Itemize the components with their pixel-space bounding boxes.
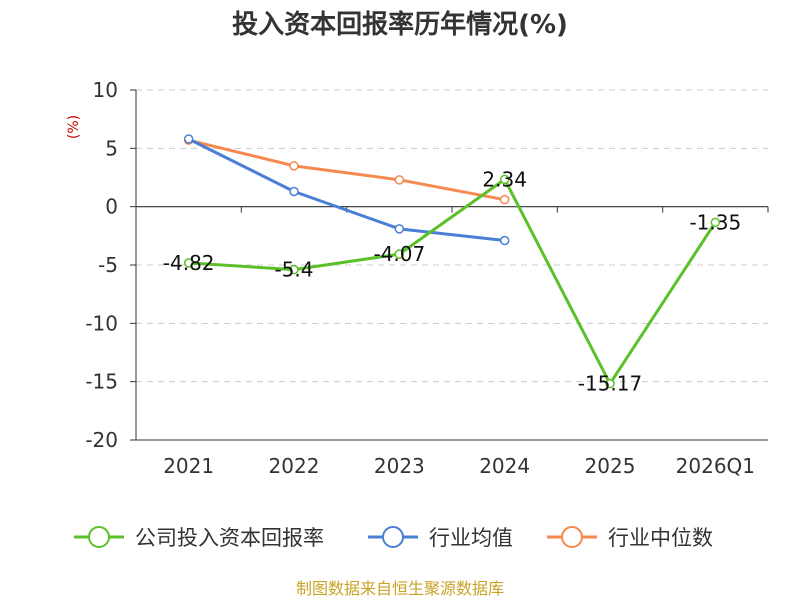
x-ticks: 2021 2022 2023 2024 2025 2026Q1 [163, 454, 755, 478]
y-tick-label: 10 [93, 78, 118, 102]
series-1-point [289, 264, 299, 275]
legend-item-1[interactable]: 公司投入资本回报率 [74, 526, 324, 550]
series-2-point [289, 186, 299, 197]
series-1-point [183, 258, 194, 268]
legend-marker [88, 526, 110, 548]
x-tick-label: 2021 [163, 454, 214, 478]
legend-marker [561, 526, 583, 548]
x-tick-label: 2024 [479, 454, 530, 478]
data-label: 2.34 [482, 167, 527, 191]
y-tick-label: 0 [105, 195, 118, 219]
series-line-3 [188, 138, 505, 202]
legend[interactable]: 公司投入资本回报率 行业均值 行业中位数 [74, 526, 713, 550]
series-2-point [183, 134, 194, 144]
y-tick-label: -15 [85, 370, 118, 394]
data-label: -15.17 [578, 372, 642, 396]
x-tick-label: 2025 [585, 454, 636, 478]
y-tick-label: 5 [105, 136, 118, 160]
data-label: -1.35 [689, 210, 741, 234]
y-tick-label: -5 [98, 253, 118, 277]
series-line-2 [187, 137, 505, 242]
data-label: -4.82 [163, 251, 215, 275]
x-tick-label: 2026Q1 [676, 454, 755, 478]
legend-item-2[interactable]: 行业均值 [368, 526, 513, 550]
series-2-point [394, 224, 405, 234]
data-label: -4.07 [373, 242, 425, 266]
series-1-point [499, 174, 510, 185]
series-line-1 [188, 177, 717, 386]
series-3-point [499, 194, 510, 205]
series-lines [183, 134, 721, 389]
series-1-point [394, 249, 405, 259]
legend-label: 公司投入资本回报率 [135, 526, 324, 550]
series-3-point [289, 161, 299, 171]
y-tick-label: -20 [85, 428, 118, 452]
source-note: 制图数据来自恒生聚源数据库 [296, 579, 504, 598]
x-tick-label: 2022 [269, 454, 320, 478]
chart-title: 投入资本回报率历年情况(%) [232, 9, 568, 40]
legend-label: 行业均值 [429, 526, 513, 550]
series-3-point [394, 175, 405, 185]
series-1-point [710, 217, 721, 228]
series-1-point [605, 378, 615, 389]
y-axis-label: (%) [66, 115, 82, 139]
data-label: -5.4 [274, 258, 313, 282]
legend-label: 行业中位数 [608, 526, 713, 550]
legend-item-3[interactable]: 行业中位数 [547, 526, 713, 550]
legend-marker [382, 526, 404, 548]
data-labels: -4.82 -5.4 -4.07 2.34 -15.17 -1.35 [163, 167, 741, 395]
y-ticks: 10 5 0 -5 -10 -15 -20 [85, 78, 136, 452]
y-tick-label: -10 [85, 311, 118, 335]
series-2-point [499, 235, 510, 246]
x-tick-label: 2023 [374, 454, 425, 478]
